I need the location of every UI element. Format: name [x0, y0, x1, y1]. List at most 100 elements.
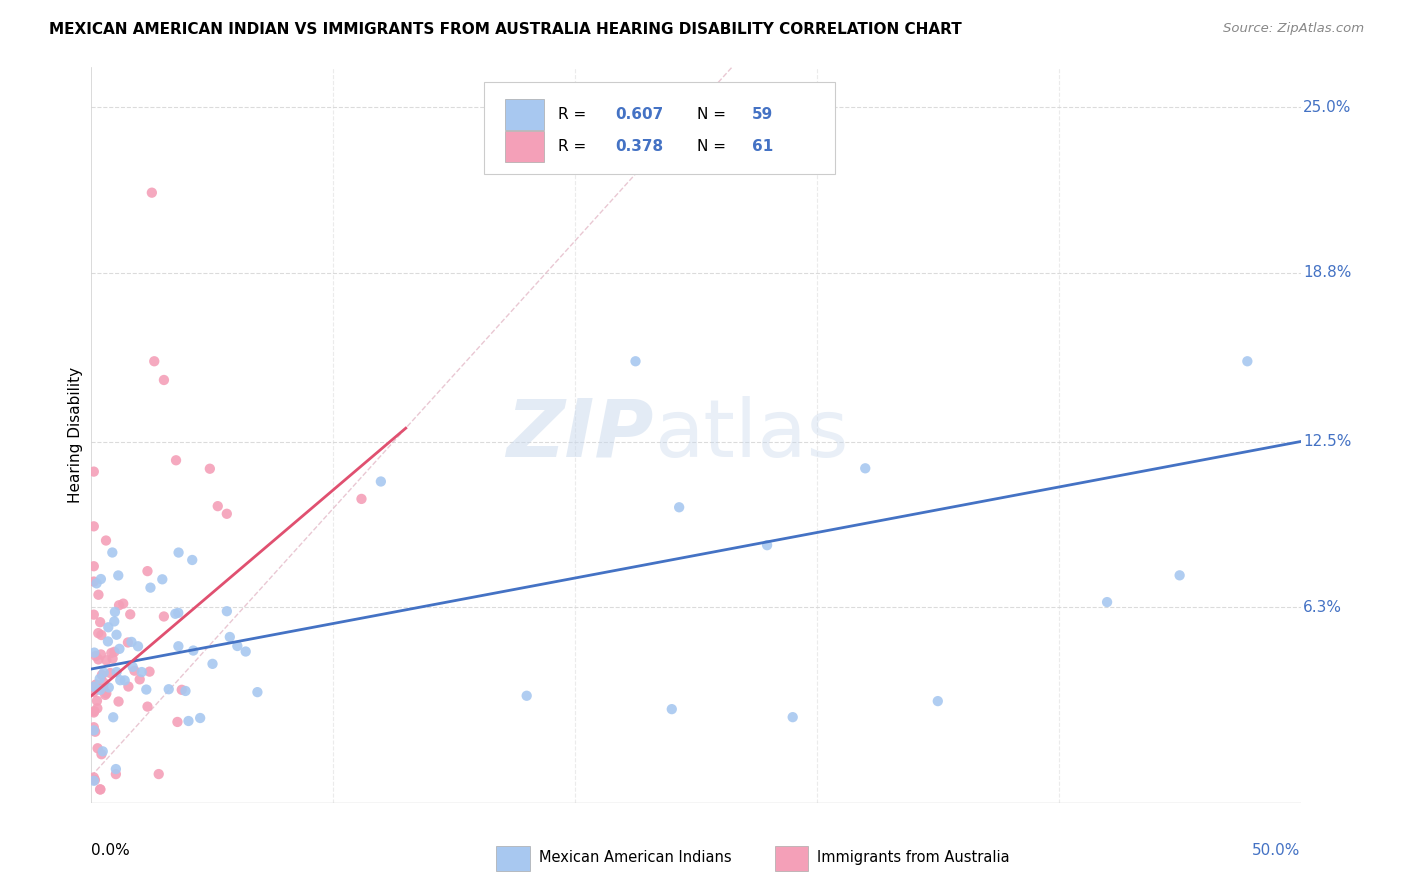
Point [624, 354, 647, 368]
Point [86, 701, 108, 715]
Point [120, 607, 142, 622]
FancyBboxPatch shape [505, 131, 544, 161]
Point [177, 714, 200, 728]
Point [188, 711, 211, 725]
Point [207, 499, 229, 513]
Point [150, 572, 173, 586]
Point [782, 710, 804, 724]
Point [100, 646, 122, 660]
Point [108, 641, 131, 656]
Point [201, 657, 224, 671]
Point [86, 694, 108, 708]
Point [104, 767, 127, 781]
Point [138, 665, 160, 679]
Point [84, 648, 107, 663]
Text: atlas: atlas [654, 396, 848, 474]
Point [90, 648, 112, 662]
Point [927, 694, 949, 708]
Point [84, 677, 107, 691]
Point [104, 762, 127, 776]
Point [108, 599, 131, 613]
Point [86, 576, 108, 591]
Point [86, 741, 108, 756]
Point [83, 723, 105, 738]
Point [90, 747, 112, 762]
Point [170, 682, 193, 697]
Point [128, 673, 150, 687]
Text: MEXICAN AMERICAN INDIAN VS IMMIGRANTS FROM AUSTRALIA HEARING DISABILITY CORRELAT: MEXICAN AMERICAN INDIAN VS IMMIGRANTS FR… [49, 22, 962, 37]
Point [83, 574, 105, 589]
Text: R =: R = [558, 107, 592, 122]
Point [110, 673, 132, 688]
Point [83, 771, 105, 785]
Point [83, 607, 105, 622]
Text: R =: R = [558, 139, 592, 153]
Point [87, 652, 110, 666]
Text: Mexican American Indians: Mexican American Indians [538, 850, 731, 865]
Point [101, 651, 124, 665]
Point [166, 714, 188, 729]
Point [167, 545, 190, 559]
Point [124, 664, 146, 678]
Text: ZIP: ZIP [506, 396, 654, 474]
Point [235, 644, 257, 658]
Point [96, 686, 118, 700]
Point [83, 465, 105, 479]
Point [97, 681, 120, 695]
Point [103, 710, 125, 724]
Point [756, 538, 779, 552]
Point [135, 682, 157, 697]
Point [101, 545, 124, 559]
Point [215, 604, 238, 618]
Point [153, 373, 176, 387]
Point [121, 635, 143, 649]
Point [83, 706, 105, 720]
Point [167, 639, 190, 653]
Point [141, 186, 163, 200]
FancyBboxPatch shape [775, 847, 808, 871]
Point [174, 684, 197, 698]
Text: 0.0%: 0.0% [91, 843, 131, 858]
Point [350, 491, 373, 506]
Text: 0.607: 0.607 [614, 107, 664, 122]
Point [1095, 595, 1118, 609]
Point [83, 559, 105, 574]
Point [157, 682, 180, 697]
Point [93, 681, 115, 696]
Point [105, 628, 128, 642]
Text: 0.378: 0.378 [614, 139, 664, 153]
Point [90, 572, 112, 586]
Text: 18.8%: 18.8% [1303, 266, 1351, 280]
Point [89, 682, 111, 697]
Point [181, 553, 204, 567]
Point [94, 533, 117, 548]
Point [83, 519, 105, 533]
Point [107, 694, 129, 708]
Text: 61: 61 [752, 139, 773, 153]
Point [97, 634, 120, 648]
Point [112, 597, 135, 611]
Text: 59: 59 [752, 107, 773, 122]
Point [104, 605, 127, 619]
Text: Immigrants from Australia: Immigrants from Australia [817, 850, 1010, 865]
Point [89, 615, 111, 629]
Point [93, 675, 115, 690]
Point [84, 724, 107, 739]
Point [139, 581, 162, 595]
Point [127, 640, 149, 654]
Point [661, 702, 683, 716]
Point [83, 646, 105, 660]
Y-axis label: Hearing Disability: Hearing Disability [67, 367, 83, 503]
Point [153, 609, 176, 624]
Point [1236, 354, 1258, 368]
Point [226, 639, 249, 653]
Point [215, 507, 238, 521]
Point [96, 653, 118, 667]
FancyBboxPatch shape [496, 847, 530, 871]
FancyBboxPatch shape [484, 81, 835, 174]
FancyBboxPatch shape [505, 100, 544, 130]
Point [83, 680, 105, 694]
Text: 50.0%: 50.0% [1253, 843, 1301, 858]
Point [91, 744, 114, 758]
Point [198, 461, 221, 475]
